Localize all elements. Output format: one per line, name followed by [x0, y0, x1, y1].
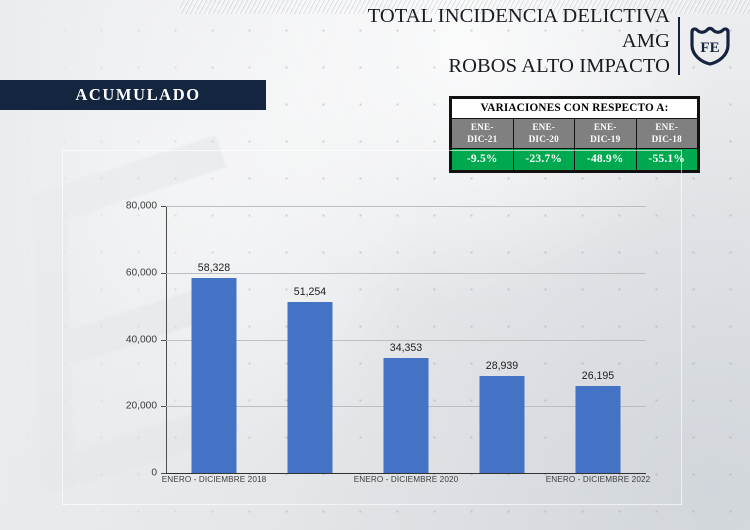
variation-value-cell: -9.5%: [451, 148, 514, 171]
bar-slot: 34,353: [358, 206, 454, 473]
y-axis-tick-label: 60,000: [125, 267, 157, 279]
bar-slot: 58,328: [166, 206, 262, 473]
x-axis-tick-label: ENERO - DICIEMBRE 2022: [545, 475, 651, 484]
period-line-1: ENE-: [470, 122, 494, 132]
period-line-2: DIC-18: [651, 133, 682, 144]
variations-value-row: -9.5% -23.7% -48.9% -55.1%: [451, 148, 698, 171]
period-line-2: DIC-20: [528, 133, 559, 144]
bar-value-label: 51,254: [293, 285, 327, 298]
period-line-1: ENE-: [593, 122, 617, 132]
y-axis-tick-label: 40,000: [125, 334, 157, 345]
x-axis: [166, 472, 646, 474]
top-hatch-pattern: [180, 0, 750, 14]
bar[interactable]: [191, 278, 237, 473]
chart-frame: [62, 150, 682, 505]
slide-header: TOTAL INCIDENCIA DELICTIVA AMG ROBOS ALT…: [330, 4, 670, 79]
fe-shield-logo-icon: FE: [688, 26, 732, 66]
bar-value-label: 28,939: [485, 360, 519, 373]
variations-period-cell: ENE- DIC-20: [512, 118, 575, 149]
variations-period-cell: ENE- DIC-21: [451, 118, 514, 149]
bar-value-label: 34,353: [389, 342, 423, 355]
y-axis-tick: [161, 339, 166, 341]
bar[interactable]: [287, 301, 333, 473]
variations-period-cell: ENE- DIC-18: [635, 118, 698, 149]
header-divider: [678, 17, 680, 75]
period-line-1: ENE-: [655, 122, 679, 132]
bar[interactable]: [575, 385, 621, 473]
header-line-2: AMG: [621, 30, 670, 52]
bar-value-label: 26,195: [581, 369, 615, 382]
header-line-3: ROBOS ALTO IMPACTO: [448, 55, 670, 77]
gridline: [166, 272, 646, 274]
y-axis-tick: [161, 206, 166, 207]
fe-logo-text: FE: [700, 40, 719, 56]
variation-value-cell: -55.1%: [635, 148, 698, 171]
variations-table: VARIACIONES CON RESPECTO A: ENE- DIC-21 …: [449, 96, 700, 173]
y-axis-tick: [161, 272, 166, 274]
y-axis-tick: [161, 406, 166, 408]
x-axis-labels: ENERO - DICIEMBRE 2018 ENERO - DICIEMBRE …: [162, 473, 650, 489]
period-line-2: DIC-19: [590, 133, 621, 144]
variations-period-cell: ENE- DIC-19: [574, 118, 637, 149]
chart-plot-area: 0 20,000 40,000 60,000 80,000 58,328 51,254 34…: [126, 201, 650, 485]
gridline: [166, 339, 646, 341]
variation-value-cell: -23.7%: [512, 148, 575, 171]
variations-title-row: VARIACIONES CON RESPECTO A:: [451, 98, 698, 119]
variations-title: VARIACIONES CON RESPECTO A:: [451, 98, 698, 119]
acumulado-banner: ACUMULADO: [0, 80, 266, 110]
bar[interactable]: [383, 358, 429, 473]
acumulado-label: ACUMULADO: [75, 85, 201, 104]
period-line-1: ENE-: [532, 122, 556, 132]
bar[interactable]: [479, 376, 525, 473]
bar-value-label: 58,328: [197, 262, 231, 275]
x-axis-tick-label: ENERO - DICIEMBRE 2020: [353, 475, 459, 484]
y-axis-tick: [161, 473, 166, 474]
y-axis-tick-label: 20,000: [125, 400, 157, 412]
variation-value-cell: -48.9%: [574, 148, 637, 171]
bar-slot: 26,195: [550, 206, 646, 473]
y-axis-tick-label: 80,000: [125, 200, 157, 212]
bar-slot: 28,939: [454, 206, 550, 473]
variations-period-row: ENE- DIC-21 ENE- DIC-20 ENE- DIC-19 ENE-…: [451, 118, 698, 149]
gridline: [166, 206, 646, 207]
x-axis-tick-label: ENERO - DICIEMBRE 2018: [161, 475, 267, 484]
y-axis-tick-label: 0: [151, 467, 157, 479]
bar-slot: 51,254: [262, 206, 358, 473]
period-line-2: DIC-21: [467, 133, 498, 144]
header-line-1: TOTAL INCIDENCIA DELICTIVA: [367, 5, 670, 27]
bar-chart: 0 20,000 40,000 60,000 80,000 58,328 51,254 34…: [62, 150, 682, 505]
bar-series: 58,328 51,254 34,353 28,939 26,195: [166, 206, 646, 473]
